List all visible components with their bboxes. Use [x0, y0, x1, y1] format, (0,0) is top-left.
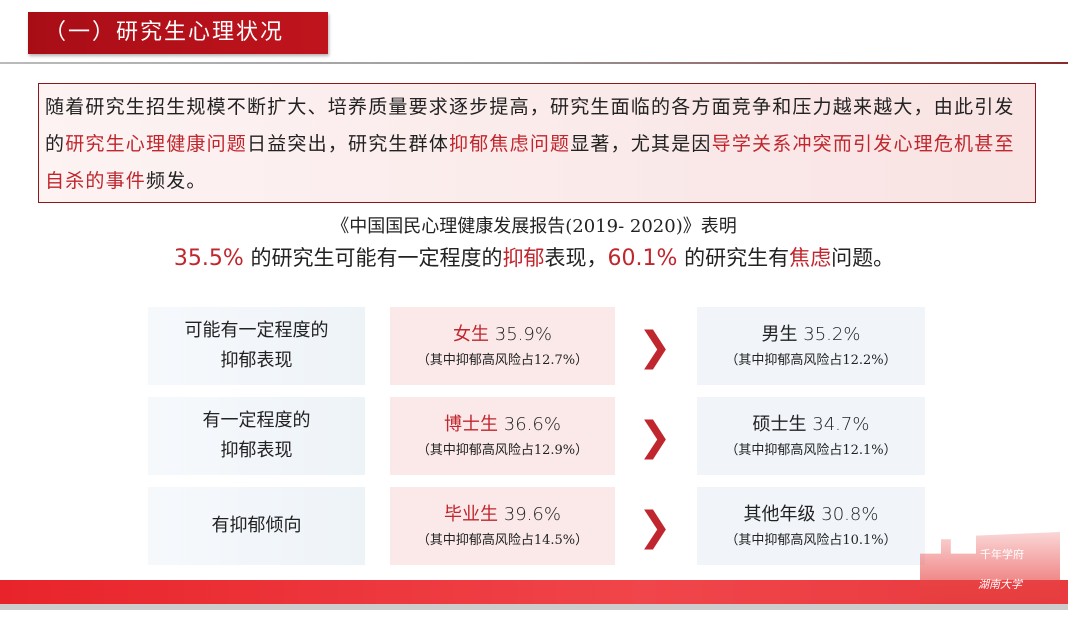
group-name: 硕士生: [752, 414, 807, 435]
group-subnote: （其中抑郁高风险占10.1%）: [725, 533, 897, 548]
group-b-card: 硕士生 34.7% （其中抑郁高风险占12.1%）: [697, 397, 925, 475]
stat-text: 的研究生可能有一定程度的: [243, 246, 503, 270]
group-subnote: （其中抑郁高风险占12.2%）: [725, 353, 897, 368]
group-name: 男生: [761, 324, 798, 345]
stat-keyword: 焦虑: [789, 246, 832, 270]
group-percent: 34.7%: [806, 414, 870, 435]
group-subnote: （其中抑郁高风险占14.5%）: [416, 533, 589, 548]
group-b-card: 男生 35.2% （其中抑郁高风险占12.2%）: [697, 307, 925, 385]
group-name: 毕业生: [444, 504, 499, 525]
group-percent: 35.2%: [797, 324, 861, 345]
label-line: 抑郁表现: [220, 440, 293, 461]
group-subnote: （其中抑郁高风险占12.9%）: [416, 443, 589, 458]
university-logo: 千年学府 湖南大学: [920, 532, 1060, 604]
stat-line: 35.5% 的研究生可能有一定程度的抑郁表现，60.1% 的研究生有焦虑问题。: [0, 242, 1068, 272]
group-b-card: 其他年级 30.8% （其中抑郁高风险占10.1%）: [697, 487, 925, 565]
intro-text: 随着研究生招生规模不断扩大、培养质量要求逐步提高，研究生面临的各方面竞争和压力越…: [45, 96, 1015, 155]
footer-band: [0, 580, 1068, 604]
group-a-card: 毕业生 39.6% （其中抑郁高风险占14.5%）: [390, 487, 615, 565]
row-label: 可能有一定程度的 抑郁表现: [148, 307, 365, 385]
stat-text: 的研究生有: [677, 246, 790, 270]
group-percent: 35.9%: [489, 324, 552, 345]
report-title: 《中国国民心理健康发展报告(2019- 2020)》表明: [331, 216, 737, 237]
section-title: （一）研究生心理状况: [28, 12, 328, 54]
group-percent: 30.8%: [815, 504, 879, 525]
label-line: 有一定程度的: [202, 410, 311, 431]
divider: [0, 62, 1068, 64]
chevron-right-icon: ❯: [638, 504, 672, 550]
logo-name: 湖南大学: [978, 578, 1022, 591]
group-subnote: （其中抑郁高风险占12.7%）: [416, 353, 589, 368]
label-line: 抑郁表现: [220, 350, 293, 371]
intro-text: 频发。: [146, 170, 207, 192]
row-label: 有一定程度的 抑郁表现: [148, 397, 365, 475]
stat-text: 问题。: [831, 246, 895, 270]
group-name: 博士生: [444, 414, 499, 435]
chevron-right-icon: ❯: [638, 324, 672, 370]
group-percent: 36.6%: [498, 414, 561, 435]
footer-line: [0, 604, 1068, 610]
group-a-card: 博士生 36.6% （其中抑郁高风险占12.9%）: [390, 397, 615, 475]
intro-highlight: 抑郁焦虑问题: [449, 133, 571, 155]
group-a-card: 女生 35.9% （其中抑郁高风险占12.7%）: [390, 307, 615, 385]
stat-value: 35.5%: [173, 246, 244, 271]
group-percent: 39.6%: [498, 504, 561, 525]
stat-keyword: 抑郁: [502, 246, 545, 270]
intro-box: 随着研究生招生规模不断扩大、培养质量要求逐步提高，研究生面临的各方面竞争和压力越…: [38, 83, 1036, 203]
label-line: 可能有一定程度的: [184, 320, 329, 341]
label-line: 有抑郁倾向: [211, 515, 302, 536]
intro-text: 显著，尤其是因: [570, 133, 712, 155]
intro-highlight: 导学关系冲突而引发心理危机甚至自杀的事件: [45, 133, 1015, 192]
group-name: 其他年级: [743, 504, 816, 525]
group-subnote: （其中抑郁高风险占12.1%）: [725, 443, 897, 458]
intro-text: 日益突出，研究生群体: [247, 133, 450, 155]
stat-text: 表现，: [544, 246, 608, 270]
stat-value: 60.1%: [607, 246, 678, 271]
chevron-right-icon: ❯: [638, 414, 672, 460]
group-name: 女生: [453, 324, 490, 345]
row-label: 有抑郁倾向: [148, 487, 365, 565]
intro-highlight: 研究生心理健康问题: [65, 133, 248, 155]
logo-motto: 千年学府: [980, 548, 1024, 561]
